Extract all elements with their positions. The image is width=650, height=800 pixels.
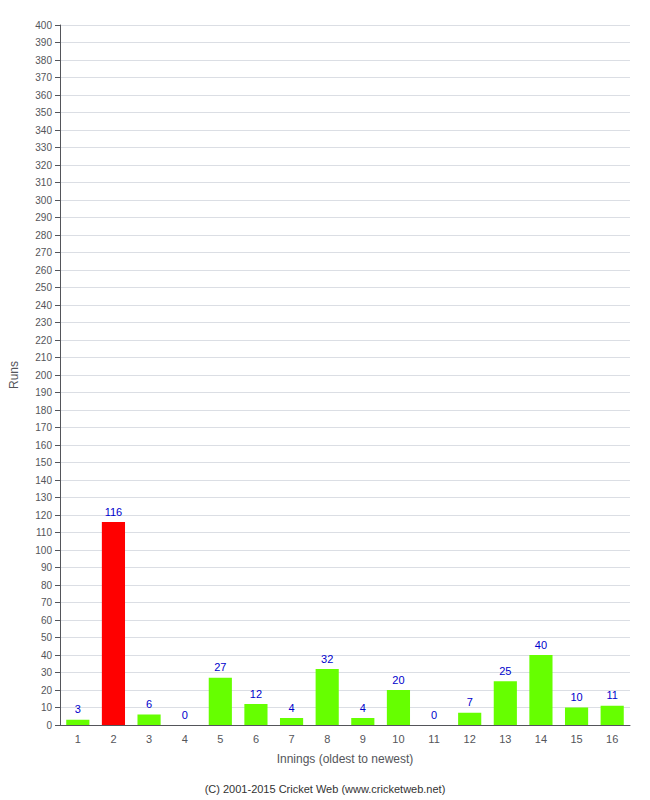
svg-text:1: 1 <box>75 733 81 745</box>
svg-text:100: 100 <box>35 545 52 556</box>
svg-text:116: 116 <box>105 506 123 518</box>
svg-text:370: 370 <box>35 72 52 83</box>
svg-text:270: 270 <box>35 247 52 258</box>
svg-text:320: 320 <box>35 160 52 171</box>
svg-text:13: 13 <box>499 733 511 745</box>
svg-text:32: 32 <box>321 653 333 665</box>
svg-text:60: 60 <box>41 615 53 626</box>
svg-text:16: 16 <box>606 733 618 745</box>
svg-text:3: 3 <box>75 703 81 715</box>
svg-text:220: 220 <box>35 335 52 346</box>
svg-text:5: 5 <box>217 733 223 745</box>
svg-text:160: 160 <box>35 440 52 451</box>
svg-text:310: 310 <box>35 177 52 188</box>
svg-text:250: 250 <box>35 282 52 293</box>
svg-text:9: 9 <box>360 733 366 745</box>
svg-text:4: 4 <box>289 702 295 714</box>
svg-text:11: 11 <box>428 733 439 745</box>
svg-text:27: 27 <box>214 661 226 673</box>
svg-text:300: 300 <box>35 195 52 206</box>
svg-text:7: 7 <box>467 696 473 708</box>
svg-text:210: 210 <box>35 352 52 363</box>
svg-text:350: 350 <box>35 107 52 118</box>
svg-text:280: 280 <box>35 230 52 241</box>
svg-text:400: 400 <box>35 20 52 31</box>
svg-text:10: 10 <box>392 733 404 745</box>
svg-text:Runs: Runs <box>7 361 21 389</box>
svg-text:170: 170 <box>35 422 52 433</box>
svg-text:390: 390 <box>35 37 52 48</box>
svg-text:130: 130 <box>35 492 52 503</box>
svg-text:90: 90 <box>41 562 53 573</box>
svg-text:360: 360 <box>35 90 52 101</box>
svg-text:4: 4 <box>360 702 366 714</box>
svg-text:190: 190 <box>35 387 52 398</box>
svg-text:340: 340 <box>35 125 52 136</box>
svg-text:330: 330 <box>35 142 52 153</box>
svg-text:380: 380 <box>35 55 52 66</box>
svg-text:0: 0 <box>431 709 437 721</box>
svg-text:30: 30 <box>41 667 53 678</box>
svg-text:80: 80 <box>41 580 53 591</box>
svg-text:120: 120 <box>35 510 52 521</box>
svg-text:11: 11 <box>606 689 617 701</box>
svg-text:240: 240 <box>35 300 52 311</box>
svg-text:0: 0 <box>182 709 188 721</box>
svg-text:70: 70 <box>41 597 53 608</box>
svg-text:230: 230 <box>35 317 52 328</box>
svg-text:0: 0 <box>46 720 52 731</box>
svg-text:260: 260 <box>35 265 52 276</box>
svg-text:200: 200 <box>35 370 52 381</box>
svg-text:8: 8 <box>324 733 330 745</box>
svg-text:290: 290 <box>35 212 52 223</box>
svg-text:150: 150 <box>35 457 52 468</box>
svg-text:180: 180 <box>35 405 52 416</box>
svg-text:4: 4 <box>182 733 188 745</box>
svg-text:3: 3 <box>146 733 152 745</box>
svg-text:Innings (oldest to newest): Innings (oldest to newest) <box>277 752 414 766</box>
svg-text:12: 12 <box>250 688 262 700</box>
svg-text:6: 6 <box>146 698 152 710</box>
svg-text:12: 12 <box>464 733 476 745</box>
svg-text:20: 20 <box>41 685 53 696</box>
svg-text:15: 15 <box>570 733 582 745</box>
svg-text:14: 14 <box>535 733 547 745</box>
svg-text:10: 10 <box>41 702 53 713</box>
svg-text:20: 20 <box>392 674 404 686</box>
svg-text:40: 40 <box>41 650 53 661</box>
svg-text:140: 140 <box>35 475 52 486</box>
svg-text:7: 7 <box>289 733 295 745</box>
svg-text:50: 50 <box>41 632 53 643</box>
svg-text:(C) 2001-2015 Cricket Web (www: (C) 2001-2015 Cricket Web (www.cricketwe… <box>205 783 446 795</box>
svg-text:6: 6 <box>253 733 259 745</box>
svg-text:2: 2 <box>110 733 116 745</box>
svg-text:25: 25 <box>499 665 511 677</box>
svg-text:110: 110 <box>36 527 52 538</box>
svg-text:40: 40 <box>535 639 547 651</box>
svg-text:10: 10 <box>570 691 582 703</box>
